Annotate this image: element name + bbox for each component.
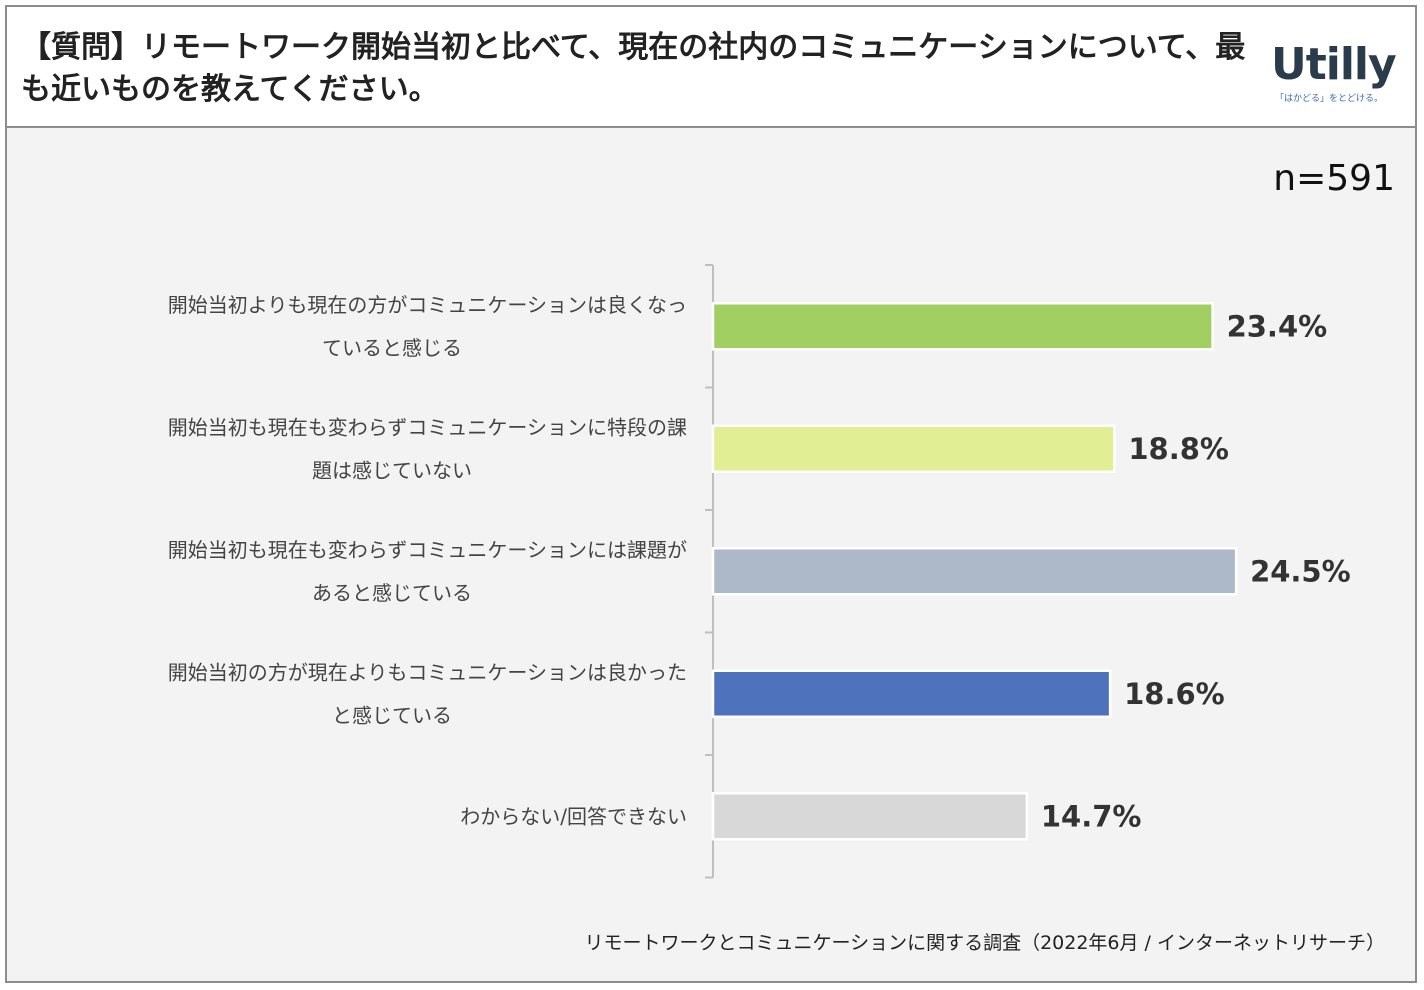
category-label-2: 開始当初も現在も変わらずコミュニケーションに特段の課題は感じていない [168, 415, 687, 482]
infographic-frame: 【質問】リモートワーク開始当初と比べて、現在の社内のコミュニケーションについて、… [5, 5, 1417, 983]
value-label-2: 18.8% [1128, 432, 1229, 466]
bar-4 [713, 671, 1110, 717]
bar-5 [713, 793, 1027, 839]
question-title: 【質問】リモートワーク開始当初と比べて、現在の社内のコミュニケーションについて、… [21, 27, 1246, 111]
bar-2 [713, 426, 1114, 472]
category-label-3: 開始当初も現在も変わらずコミュニケーションには課題があると感じている [168, 538, 687, 605]
logo-tagline: 「はかどる」をとどける。 [1275, 91, 1383, 104]
value-label-5: 14.7% [1041, 799, 1142, 833]
value-label-4: 18.6% [1124, 677, 1225, 711]
source-note: リモートワークとコミュニケーションに関する調査（2022年6月 / インターネッ… [584, 928, 1385, 955]
brand-logo: Utilly 「はかどる」をとどける。 [1271, 39, 1401, 109]
bar-3 [713, 548, 1236, 594]
chart-panel: n=591 23.4% 開始当初よりも現在の方がコミュニケーションは良くなっている… [7, 128, 1415, 981]
logo-wordmark: Utilly [1271, 39, 1396, 91]
bar-chart: 23.4% 開始当初よりも現在の方がコミュニケーションは良くなっていると感じる 18… [7, 128, 1415, 981]
value-label-3: 24.5% [1250, 554, 1351, 588]
category-label-5: わからない/回答できない [460, 804, 687, 828]
value-label-1: 23.4% [1227, 309, 1328, 343]
category-label-1: 開始当初よりも現在の方がコミュニケーションは良くなっていると感じる [168, 293, 687, 360]
header: 【質問】リモートワーク開始当初と比べて、現在の社内のコミュニケーションについて、… [7, 7, 1415, 128]
category-label-4: 開始当初の方が現在よりもコミュニケーションは良かったと感じている [168, 660, 687, 727]
bar-1 [713, 303, 1213, 349]
